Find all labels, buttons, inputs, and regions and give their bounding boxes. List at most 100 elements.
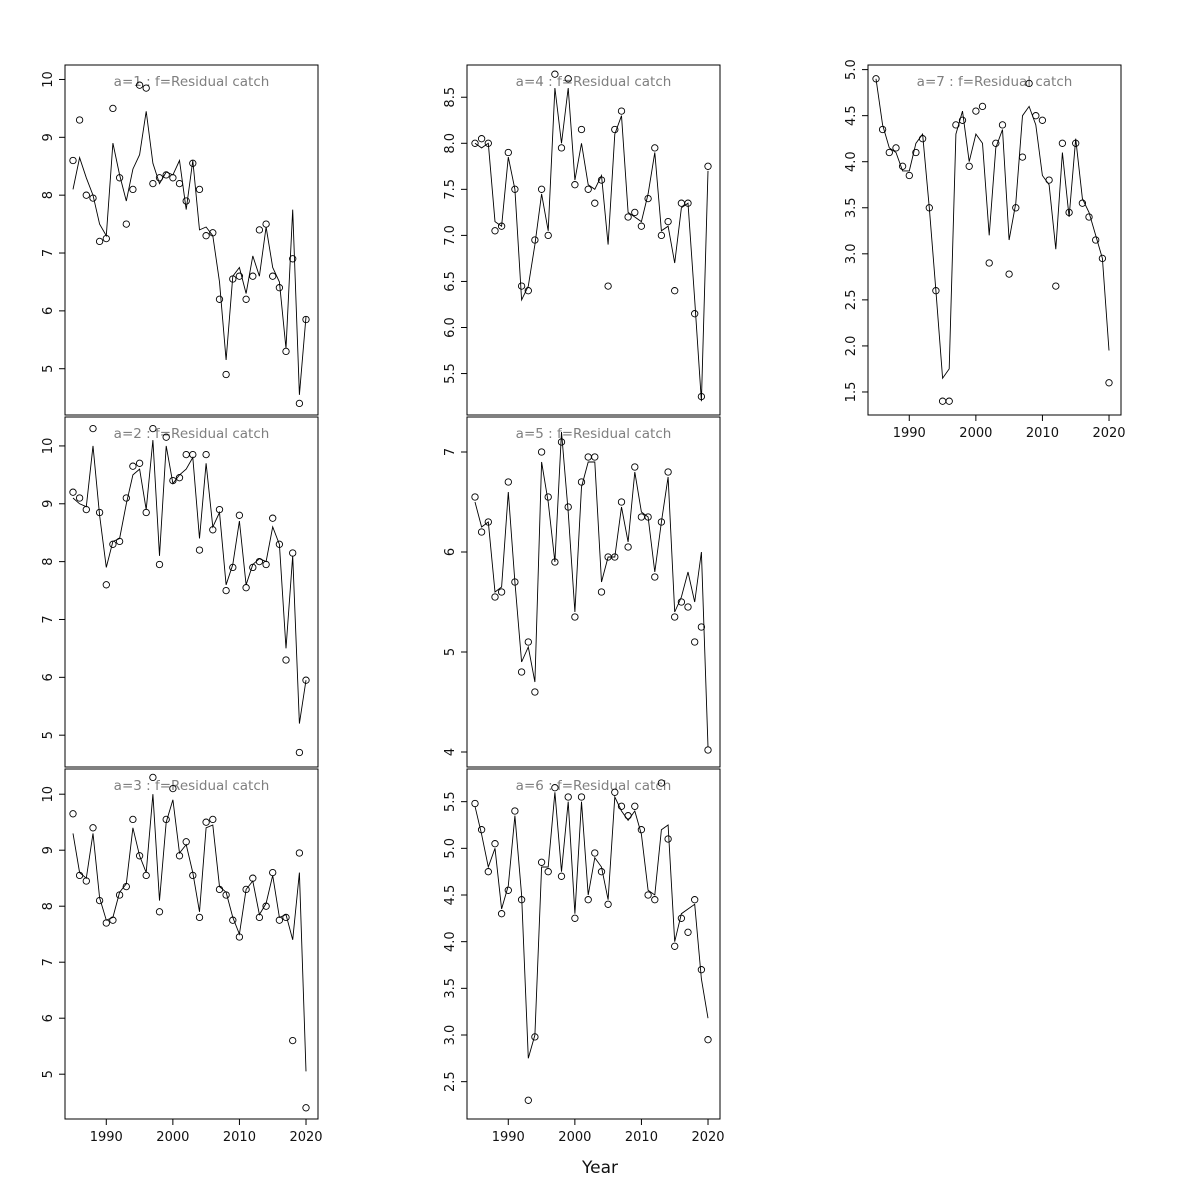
- data-point: [295, 748, 304, 757]
- data-point: [142, 84, 150, 92]
- data-point: [289, 1036, 297, 1045]
- panel-a2: 5 6 7 8 9 10 a=2 : f=Residual catch: [41, 416, 319, 768]
- x-tick-label: 2020: [1092, 426, 1125, 441]
- data-point: [229, 275, 237, 283]
- data-point: [69, 156, 77, 165]
- data-point: [524, 638, 532, 646]
- data-point: [102, 581, 110, 589]
- panel-a3: 5 6 7 8 9 10 1990 2000 2010 2020 a=3 : f=Residual …: [41, 768, 323, 1145]
- plot-box: [466, 64, 721, 416]
- y-tick-label: 6: [443, 548, 458, 556]
- data-point: [135, 852, 144, 860]
- data-point: [169, 174, 177, 182]
- data-point: [677, 199, 686, 207]
- panel-title: a=1 : f=Residual catch: [114, 74, 270, 90]
- data-point: [597, 868, 606, 876]
- y-tick-label: 6.5: [443, 271, 458, 292]
- data-point: [182, 838, 190, 846]
- data-point: [651, 144, 659, 152]
- data-point: [75, 494, 84, 502]
- data-point: [189, 159, 197, 167]
- y-tick-label: 7.5: [443, 179, 458, 200]
- data-point: [282, 913, 290, 922]
- data-point: [1105, 379, 1113, 387]
- y-tick-label: 6: [41, 307, 56, 315]
- data-point: [169, 784, 177, 793]
- data-point: [269, 272, 277, 280]
- data-point: [544, 868, 552, 876]
- data-point: [557, 438, 566, 446]
- data-point: [235, 933, 244, 941]
- data-point: [591, 453, 599, 461]
- data-point: [1005, 270, 1013, 278]
- data-point: [631, 208, 639, 217]
- data-point: [202, 818, 210, 826]
- data-point: [122, 494, 130, 502]
- y-tick-label: 9: [41, 133, 56, 141]
- y-tick-label: 6: [41, 673, 56, 681]
- data-point: [302, 676, 310, 684]
- plot-box: [64, 416, 319, 768]
- data-point: [255, 913, 264, 922]
- y-tick-label: 5.0: [443, 838, 458, 859]
- data-point: [262, 220, 270, 228]
- data-point: [577, 125, 586, 134]
- x-tick-label: 2000: [156, 1130, 189, 1145]
- data-point: [1038, 116, 1047, 124]
- data-point: [302, 1104, 310, 1112]
- data-point: [275, 540, 284, 548]
- data-point: [604, 282, 612, 290]
- data-point: [691, 896, 699, 904]
- data-point: [89, 824, 97, 832]
- data-point: [657, 231, 666, 240]
- y-tick-label: 2.5: [443, 1071, 458, 1092]
- data-point: [878, 125, 887, 134]
- data-point: [551, 784, 559, 792]
- data-point: [471, 493, 479, 501]
- y-tick-label: 3.0: [844, 243, 859, 264]
- data-point: [985, 259, 993, 267]
- data-point: [215, 885, 224, 894]
- data-point: [504, 478, 512, 486]
- data-point: [524, 287, 532, 295]
- fit-line: [72, 111, 307, 395]
- data-point: [571, 613, 579, 621]
- data-point: [637, 826, 646, 834]
- data-point: [249, 874, 257, 882]
- data-point: [885, 148, 893, 157]
- plot-box: [466, 416, 721, 768]
- data-point: [122, 220, 130, 228]
- fit-line: [72, 440, 307, 724]
- data-point: [531, 236, 539, 244]
- panel-title: a=3 : f=Residual catch: [114, 778, 270, 794]
- y-tick-label: 4.0: [844, 151, 859, 172]
- data-point: [557, 872, 566, 880]
- data-point: [637, 513, 646, 521]
- data-point: [484, 518, 492, 526]
- data-point: [242, 885, 250, 894]
- data-point: [69, 810, 77, 818]
- data-point: [657, 779, 666, 787]
- data-point: [497, 910, 506, 918]
- data-point: [584, 453, 592, 461]
- data-point: [269, 868, 277, 877]
- data-point: [242, 295, 250, 303]
- data-point: [109, 104, 117, 113]
- data-point: [604, 900, 612, 908]
- data-point: [537, 185, 546, 193]
- data-point: [644, 194, 652, 203]
- data-point: [275, 284, 284, 292]
- data-point: [617, 107, 626, 115]
- data-point: [129, 815, 137, 824]
- y-tick-label: 8.5: [443, 87, 458, 108]
- panel-title: a=2 : f=Residual catch: [114, 426, 270, 442]
- y-tick-label: 7: [443, 448, 458, 456]
- data-point: [644, 891, 652, 899]
- data-point: [289, 549, 297, 557]
- data-point: [597, 176, 606, 184]
- data-point: [477, 528, 486, 536]
- data-point: [109, 916, 117, 924]
- data-point: [149, 773, 157, 782]
- data-point: [1025, 79, 1033, 88]
- data-point: [677, 914, 686, 922]
